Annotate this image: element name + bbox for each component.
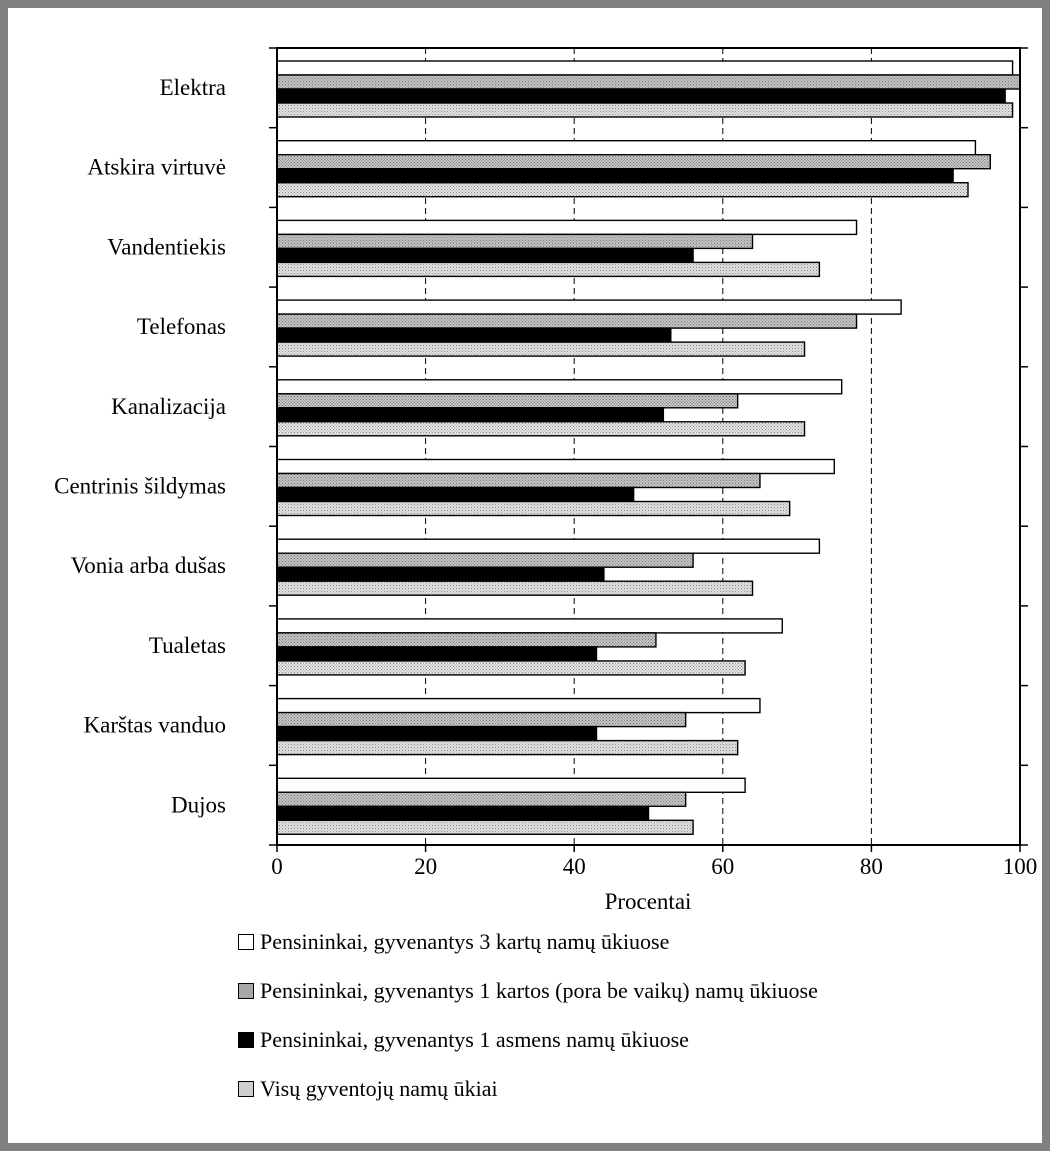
legend-swatch-white (238, 933, 254, 950)
legend-swatch-dotted (238, 1080, 254, 1097)
x-tick-label: 60 (711, 854, 734, 879)
x-tick-label: 40 (563, 854, 586, 879)
bar (276, 313, 858, 329)
legend-label: Pensininkai, gyvenantys 1 asmens namų ūk… (260, 1026, 689, 1052)
bar (276, 219, 858, 236)
legend-item: Pensininkai, gyvenantys 1 asmens namų ūk… (238, 1015, 1038, 1064)
category-label: Kanalizacija (111, 394, 226, 419)
bar (276, 233, 754, 250)
x-axis-title: Procentai (605, 889, 692, 910)
bar (276, 341, 806, 357)
bar (276, 500, 791, 517)
legend-swatch-gray (238, 982, 254, 999)
bar (276, 486, 635, 503)
legend-item: Pensininkai, gyvenantys 1 kartos (pora b… (238, 966, 1038, 1015)
bar (276, 261, 821, 278)
bar (276, 139, 977, 156)
bar-chart: Elektra Atskira virtuvė Vandentiekis Telefo… (54, 47, 1037, 910)
bar (276, 74, 1021, 90)
bar (276, 102, 1014, 118)
bar (276, 552, 694, 568)
legend-swatch-black (238, 1031, 254, 1048)
bar (276, 739, 739, 756)
bar (276, 646, 598, 662)
legend: Pensininkai, gyvenantys 3 kartų namų ūki… (238, 917, 1038, 1113)
bar (276, 472, 761, 489)
axes (269, 47, 1028, 852)
x-tick-label: 0 (271, 854, 283, 879)
bar (276, 407, 665, 423)
bar (276, 299, 902, 315)
bar (276, 697, 761, 714)
category-label: Vonia arba dušas (71, 553, 226, 578)
category-label: Vandentiekis (107, 234, 226, 259)
category-labels: Elektra Atskira virtuvė Vandentiekis Telefo… (54, 75, 226, 817)
category-label: Telefonas (137, 314, 226, 339)
bar (276, 379, 843, 395)
bar (276, 580, 754, 596)
bar (276, 393, 739, 409)
bars (276, 60, 1021, 835)
bar (276, 421, 806, 437)
bar (276, 88, 1006, 104)
bar (276, 327, 672, 343)
bar (276, 60, 1014, 76)
bar (276, 167, 954, 184)
x-tick-label: 100 (1003, 854, 1038, 879)
category-label: Elektra (160, 75, 226, 100)
bar (276, 538, 821, 554)
bar (276, 618, 783, 634)
legend-item: Pensininkai, gyvenantys 3 kartų namų ūki… (238, 917, 1038, 966)
x-tick-label: 80 (860, 854, 883, 879)
bar (276, 153, 991, 170)
bar (276, 660, 746, 676)
bar (276, 805, 650, 821)
bar (276, 819, 694, 835)
legend-label: Pensininkai, gyvenantys 3 kartų namų ūki… (260, 928, 670, 954)
tick-labels: 0 20 40 60 80 100 (271, 854, 1037, 879)
legend-label: Visų gyventojų namų ūkiai (260, 1075, 498, 1101)
bar (276, 247, 694, 264)
bar (276, 566, 605, 582)
bar (276, 791, 687, 807)
category-label: Dujos (171, 792, 226, 817)
legend-label: Pensininkai, gyvenantys 1 kartos (pora b… (260, 977, 818, 1003)
bar (276, 777, 746, 793)
category-label: Atskira virtuvė (87, 155, 226, 180)
legend-item: Visų gyventojų namų ūkiai (238, 1064, 1038, 1113)
bar (276, 458, 835, 475)
category-label: Centrinis šildymas (54, 474, 226, 499)
bar (276, 711, 687, 728)
bar (276, 181, 969, 198)
bar (276, 725, 598, 742)
category-label: Tualetas (149, 633, 226, 658)
x-tick-label: 20 (414, 854, 437, 879)
bar (276, 632, 657, 648)
category-label: Karštas vanduo (84, 713, 226, 738)
